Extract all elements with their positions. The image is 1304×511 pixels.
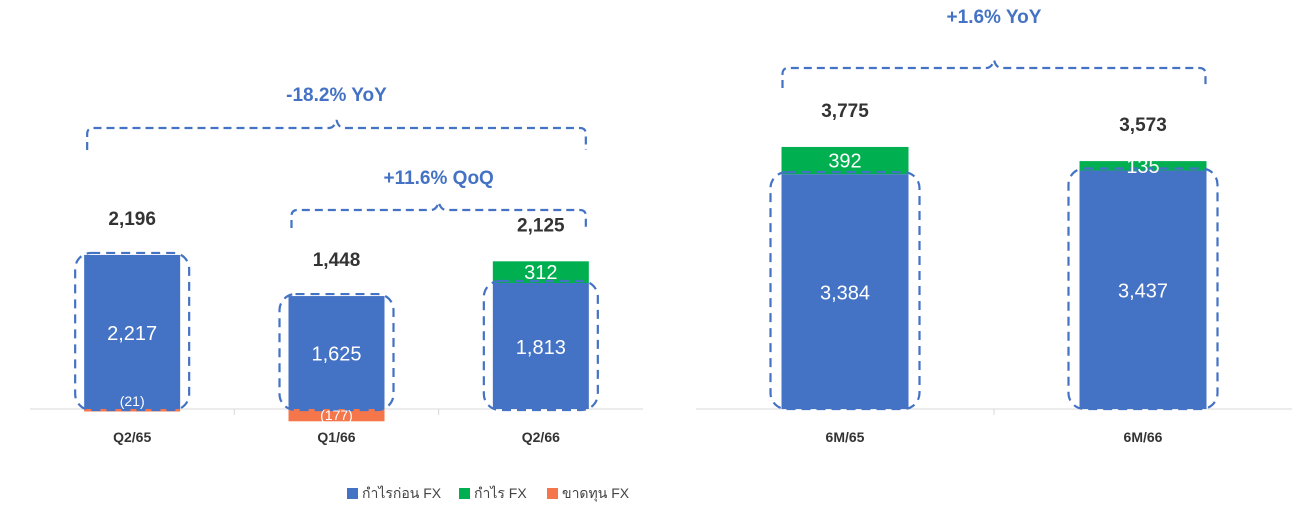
fx-loss-value-label: (21) [120, 393, 145, 409]
x-tick-label: Q1/66 [317, 429, 355, 445]
bar-pre-fx [84, 254, 181, 409]
pre-fx-highlight-box [74, 251, 191, 412]
bar-fx-loss [288, 409, 385, 422]
legend-swatch-pre-fx [347, 488, 358, 499]
bar-pre-fx [492, 282, 589, 409]
change-label: -18.2% YoY [286, 85, 387, 106]
legend-label-fx-loss: ขาดทุน FX [562, 485, 630, 502]
legend: กำไรก่อน FX กำไร FX ขาดทุน FX [347, 485, 630, 502]
fx-gain-value-label: 312 [524, 262, 557, 284]
change-bracket [290, 201, 587, 228]
x-tick-label: 6M/66 [1124, 429, 1163, 445]
x-tick-label: Q2/65 [113, 429, 151, 445]
x-tick-label: Q2/66 [522, 429, 560, 445]
bar-fx-loss [84, 409, 181, 412]
change-bracket [86, 119, 587, 150]
chart-quarterly: 2,217 (21) 2,196 Q2/65 1,625 (177) 1,448 Q1/66 1… [30, 85, 643, 445]
total-value-label: 3,775 [821, 101, 869, 122]
change-label: +11.6% QoQ [383, 168, 493, 189]
total-value-label: 1,448 [313, 250, 361, 271]
legend-label-fx-gain: กำไร FX [474, 485, 527, 501]
change-label: +1.6% YoY [947, 7, 1042, 28]
pre-fx-highlight-box [278, 292, 395, 412]
bar-pre-fx [288, 296, 385, 409]
total-value-label: 3,573 [1119, 115, 1167, 136]
total-value-label: 2,196 [108, 209, 156, 230]
pre-fx-highlight-box [769, 171, 921, 411]
chart-half-year: 3,384 392 3,775 6M/65 3,437 135 3,573 6M/66 +1.6… [696, 7, 1292, 445]
pre-fx-value-label: 1,813 [516, 337, 566, 359]
legend-label-pre-fx: กำไรก่อน FX [362, 485, 442, 501]
bar-fx-gain [781, 146, 909, 175]
pre-fx-value-label: 3,437 [1118, 281, 1168, 303]
bar-fx-gain [492, 261, 589, 283]
bar-pre-fx [1079, 170, 1207, 409]
bar-fx-gain [1079, 161, 1207, 171]
pre-fx-value-label: 1,625 [311, 344, 361, 366]
pre-fx-highlight-box [482, 279, 599, 412]
fx-gain-value-label: 392 [828, 151, 861, 173]
fx-gain-value-label: 135 [1126, 156, 1159, 178]
x-tick-label: 6M/65 [826, 429, 865, 445]
legend-swatch-fx-gain [459, 488, 470, 499]
bar-pre-fx [781, 174, 909, 409]
pre-fx-value-label: 3,384 [820, 283, 870, 305]
change-bracket [781, 59, 1207, 88]
fx-loss-value-label: (177) [320, 407, 353, 423]
total-value-label: 2,125 [517, 215, 565, 236]
pre-fx-highlight-box [1067, 167, 1219, 411]
legend-swatch-fx-loss [547, 488, 558, 499]
pre-fx-value-label: 2,217 [107, 323, 157, 345]
